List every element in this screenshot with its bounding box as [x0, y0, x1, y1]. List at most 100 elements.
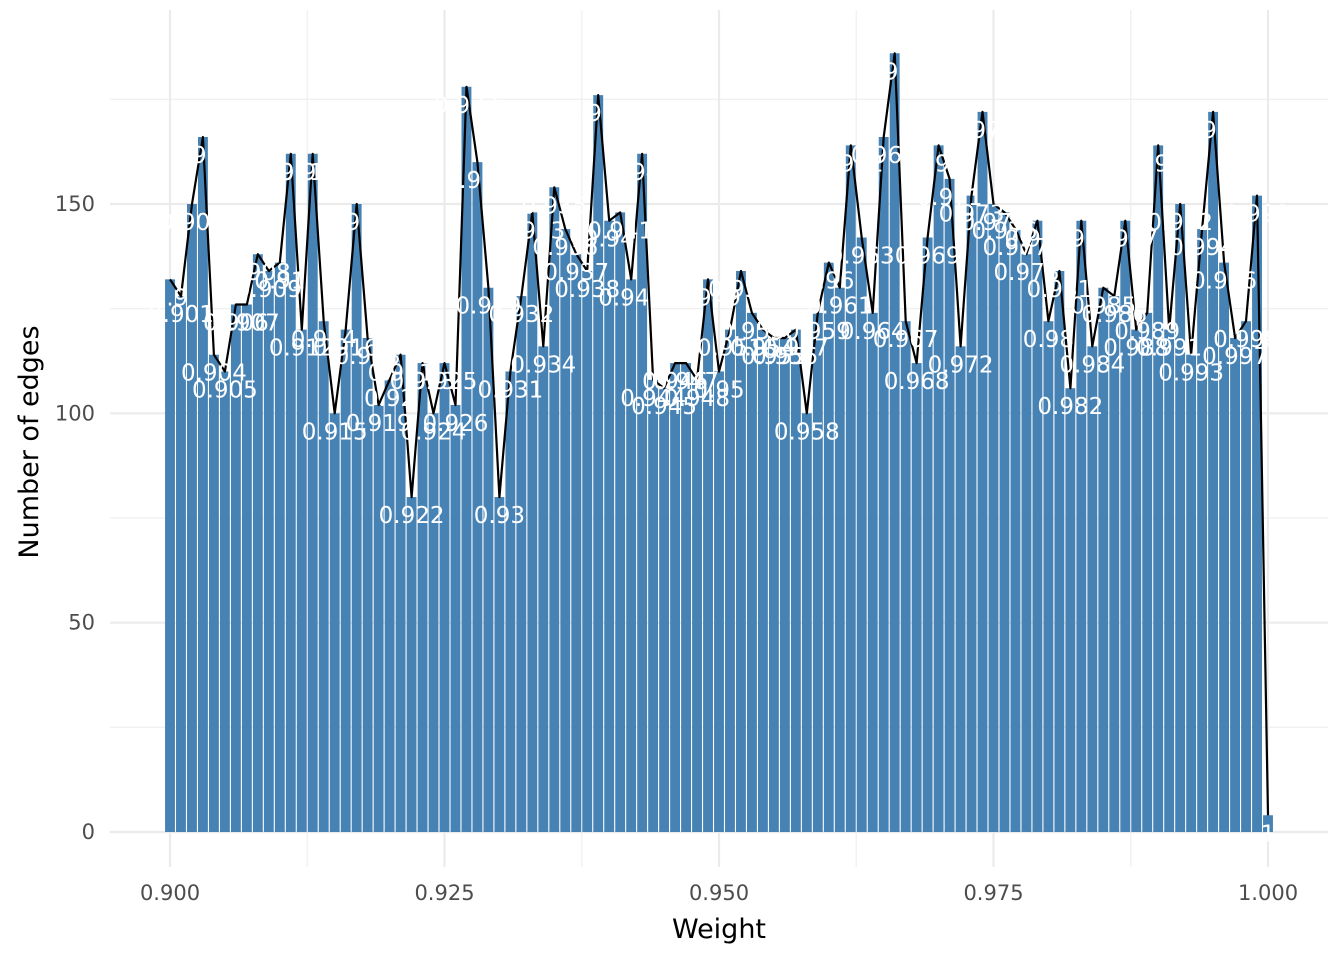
data-label: 0.909 — [236, 277, 302, 303]
data-label: 1 — [1261, 821, 1276, 847]
data-label: 0.928 — [445, 168, 511, 194]
data-label: 0.902 — [159, 210, 225, 236]
data-label: 0.906 — [203, 310, 269, 336]
bar — [1197, 229, 1208, 832]
x-tick-label: 0.975 — [963, 881, 1023, 905]
bar — [790, 329, 801, 832]
data-label: 0.9 — [152, 285, 189, 311]
data-label: 0.945 — [631, 394, 697, 420]
bar — [757, 329, 768, 832]
data-label: 0.937 — [543, 260, 609, 286]
bar — [867, 312, 878, 832]
data-label: 0.903 — [170, 143, 236, 169]
bar — [494, 497, 505, 832]
bar — [648, 379, 659, 832]
bar — [197, 137, 208, 833]
data-label: 0.94 — [584, 227, 635, 253]
bar — [1186, 354, 1197, 832]
data-label: 0.984 — [1059, 352, 1125, 378]
bar — [329, 413, 340, 832]
data-label: 0.92 — [364, 386, 415, 412]
data-label: 0.923 — [390, 369, 456, 395]
bar — [911, 363, 922, 832]
bar — [230, 304, 241, 833]
data-label: 0.983 — [1048, 227, 1114, 253]
trend-line-path — [169, 52, 1270, 816]
data-label: 0.975 — [961, 210, 1027, 236]
bar — [219, 371, 230, 832]
bar — [736, 270, 746, 832]
data-label: 0.993 — [1158, 361, 1224, 387]
data-label: 0.973 — [939, 202, 1005, 228]
data-label: 0.957 — [763, 336, 829, 362]
bar — [834, 287, 845, 832]
data-label: 0.947 — [653, 369, 719, 395]
bar — [274, 262, 285, 832]
bar — [944, 178, 955, 832]
data-label: 0.939 — [565, 101, 631, 127]
data-label: 0.97 — [913, 151, 964, 177]
y-axis-ticks: 0 50 100 150 — [55, 192, 95, 844]
data-label: 0.949 — [675, 285, 741, 311]
bar — [746, 312, 757, 832]
data-label: 0.948 — [664, 386, 730, 412]
bar — [801, 413, 812, 832]
bar — [395, 354, 406, 832]
data-label: 0.911 — [258, 160, 324, 186]
bar — [692, 379, 702, 832]
bar — [845, 145, 856, 833]
data-label: 0.972 — [928, 352, 994, 378]
data-label: 0.978 — [994, 260, 1060, 286]
data-label: 0.958 — [774, 419, 840, 445]
data-label: 0.981 — [1026, 277, 1092, 303]
bar — [1263, 815, 1273, 832]
bar — [417, 363, 428, 832]
data-label: 0.946 — [642, 369, 708, 395]
bars — [165, 53, 1273, 833]
data-label: 0.96 — [803, 269, 854, 295]
data-label: 0.977 — [983, 235, 1049, 261]
bar — [593, 95, 604, 832]
data-label: 0.908 — [225, 260, 291, 286]
bar — [615, 212, 626, 832]
bar — [637, 153, 648, 832]
data-label: 0.989 — [1114, 319, 1180, 345]
data-label: 0.982 — [1037, 394, 1103, 420]
data-label: 0.951 — [697, 336, 763, 362]
bar — [472, 162, 483, 833]
bar — [977, 111, 988, 833]
y-tick-label: 150 — [55, 192, 95, 216]
data-label: 0.99 — [1133, 151, 1184, 177]
data-label: 0.935 — [521, 193, 587, 219]
bar — [779, 337, 790, 832]
bar — [1087, 346, 1098, 832]
data-label: 0.913 — [280, 160, 346, 186]
data-label: 0.943 — [609, 160, 675, 186]
bar — [582, 270, 593, 832]
data-label: 0.963 — [829, 243, 895, 269]
bar — [1208, 111, 1219, 833]
data-label: 0.964 — [840, 319, 906, 345]
x-axis-title: Weight — [672, 914, 766, 945]
bar — [714, 371, 724, 832]
data-label: 0.994 — [1169, 235, 1235, 261]
data-label: 0.916 — [313, 336, 379, 362]
data-label: 0.914 — [291, 327, 357, 353]
data-label: 0.967 — [873, 327, 939, 353]
data-label: 0.941 — [587, 218, 653, 244]
bar — [1164, 329, 1175, 832]
bar — [823, 262, 834, 832]
x-tick-label: 0.925 — [414, 881, 474, 905]
bar — [571, 254, 582, 833]
data-label: 0.91 — [254, 269, 305, 295]
bar — [527, 212, 538, 832]
data-label: 0.933 — [499, 218, 565, 244]
bar — [450, 404, 461, 832]
bar — [1010, 229, 1021, 832]
data-label: 0.915 — [302, 419, 368, 445]
data-label: 0.929 — [455, 294, 521, 320]
bar — [725, 329, 735, 832]
data-label: 0.921 — [368, 361, 434, 387]
data-label: 0.966 — [862, 59, 928, 85]
bar — [165, 279, 175, 832]
